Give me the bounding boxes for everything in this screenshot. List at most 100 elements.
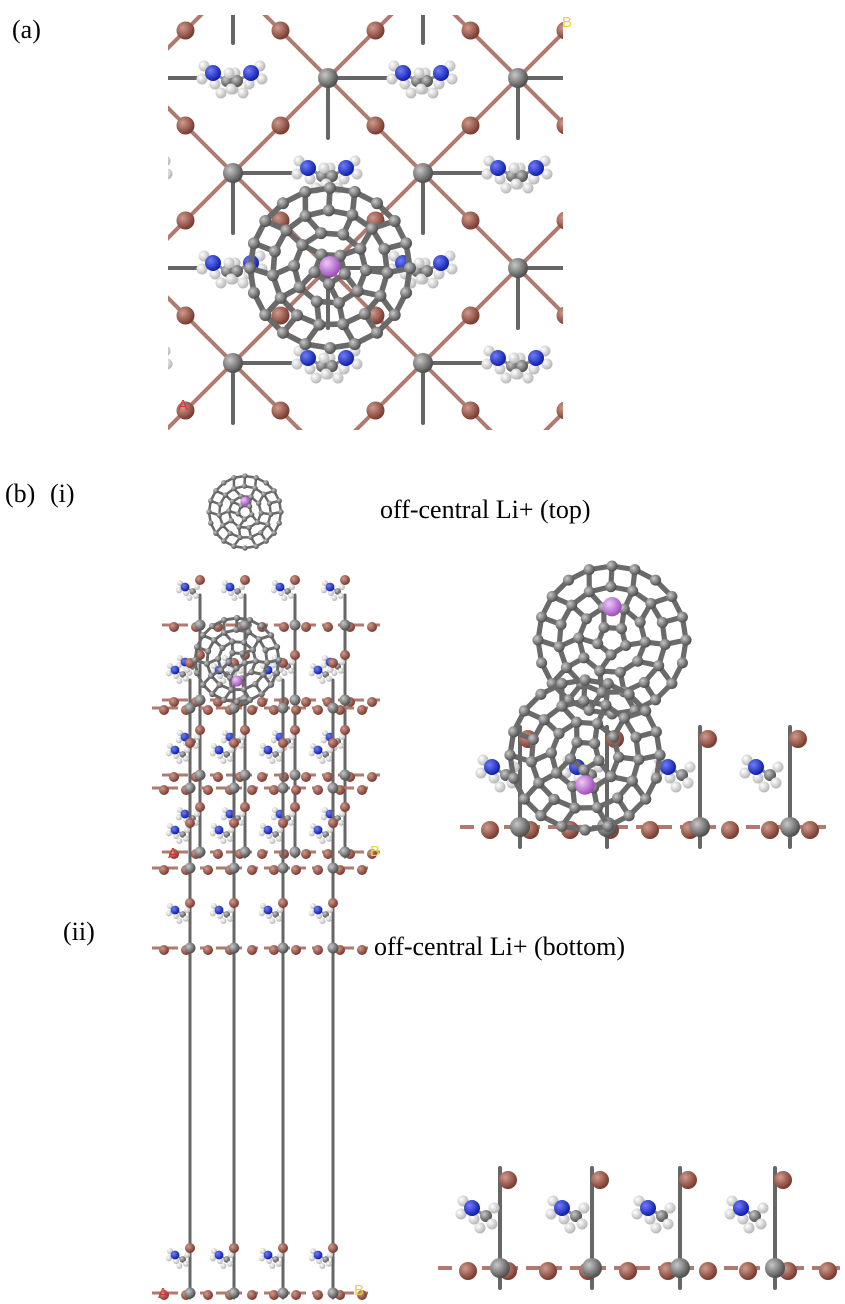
atom	[194, 670, 200, 676]
atom	[611, 455, 623, 467]
bond	[617, 73, 631, 81]
atom	[252, 681, 258, 687]
atom	[269, 705, 279, 715]
atom	[185, 863, 196, 874]
atom	[199, 441, 210, 452]
atom	[666, 591, 677, 602]
atom	[653, 660, 664, 671]
atom	[357, 865, 367, 875]
atom	[208, 498, 213, 503]
atom	[215, 826, 224, 835]
atom	[278, 818, 288, 828]
atom	[231, 455, 243, 467]
atom	[233, 665, 239, 671]
atom	[276, 916, 282, 922]
atom	[223, 163, 243, 183]
atom	[318, 448, 338, 468]
atom	[192, 657, 198, 663]
atom	[624, 269, 635, 280]
atom	[338, 668, 344, 674]
atom	[340, 725, 350, 735]
atom	[819, 1262, 837, 1280]
atom	[357, 945, 367, 955]
atom	[257, 772, 267, 782]
atom	[371, 197, 383, 209]
atom	[389, 441, 400, 452]
atom	[635, 441, 646, 452]
panel-a-art	[102, 0, 709, 553]
atom	[229, 943, 240, 954]
atom	[354, 243, 366, 255]
atom	[652, 402, 670, 420]
atom	[248, 669, 254, 675]
atom	[193, 593, 199, 599]
atom	[276, 583, 285, 592]
atom	[226, 508, 231, 513]
atom	[557, 212, 575, 230]
atom	[523, 183, 534, 194]
atom	[328, 703, 339, 714]
atom	[519, 793, 530, 804]
atom	[227, 836, 233, 842]
atom	[400, 287, 412, 299]
atom	[242, 483, 247, 488]
atom	[774, 1171, 792, 1189]
atom	[579, 61, 590, 72]
atom	[313, 945, 323, 955]
atom	[590, 269, 601, 280]
atom	[220, 838, 226, 844]
atom	[579, 674, 590, 685]
atom	[578, 695, 589, 706]
atom	[209, 623, 215, 629]
atom	[571, 717, 582, 728]
atom	[294, 281, 306, 293]
atom	[604, 448, 615, 459]
atom	[608, 464, 619, 475]
atom	[462, 117, 480, 135]
atom	[319, 758, 325, 764]
atom	[233, 627, 239, 633]
atom	[291, 945, 301, 955]
atom	[400, 459, 411, 470]
atom	[203, 705, 213, 715]
atom	[271, 488, 276, 493]
atom	[229, 863, 240, 874]
atom	[280, 224, 292, 236]
atom	[277, 327, 289, 339]
atom	[331, 595, 337, 601]
atom	[319, 1263, 325, 1269]
atom	[216, 88, 227, 99]
atom	[205, 65, 221, 81]
atom	[428, 278, 439, 289]
atom	[185, 1243, 195, 1253]
atom	[264, 906, 273, 915]
atom	[278, 1288, 289, 1299]
atom	[300, 350, 316, 366]
atom	[221, 455, 233, 467]
atom	[428, 88, 439, 99]
atom	[276, 836, 282, 842]
atom	[269, 918, 275, 924]
figure: (a) A B (b) (i) off-central Li+ (top) A …	[0, 0, 845, 1304]
atom	[242, 660, 248, 666]
atom	[395, 65, 411, 81]
atom	[311, 373, 322, 384]
atom	[143, 373, 154, 384]
atom	[590, 79, 601, 90]
atom	[314, 826, 323, 835]
atom	[259, 623, 265, 629]
atom	[169, 697, 179, 707]
atom	[510, 817, 530, 837]
atom	[578, 764, 589, 775]
atom	[262, 647, 268, 653]
atom	[699, 730, 717, 748]
atom	[333, 297, 345, 309]
atom	[338, 593, 344, 599]
atom	[229, 1243, 239, 1253]
atom	[535, 810, 546, 821]
atom	[579, 1203, 590, 1214]
atom	[596, 468, 607, 479]
atom	[231, 544, 236, 549]
atom	[110, 160, 126, 176]
atom	[610, 448, 621, 459]
